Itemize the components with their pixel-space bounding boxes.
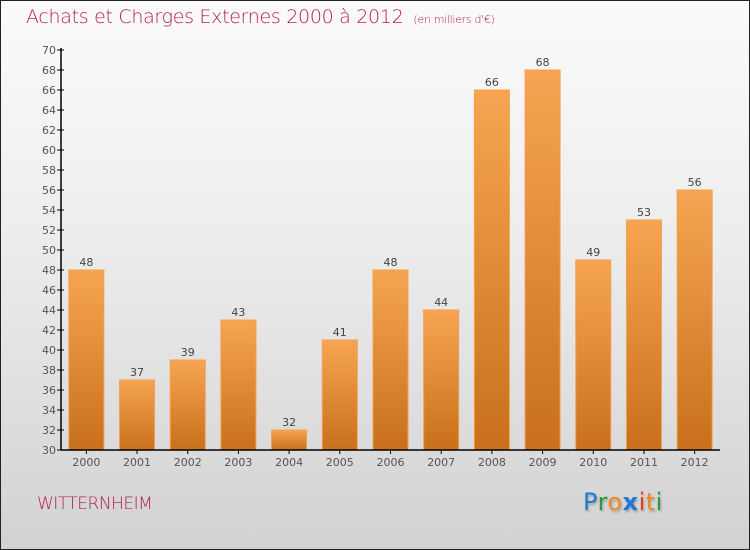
value-label-2011: 53	[637, 206, 651, 219]
x-tick-label-2006: 2006	[377, 456, 405, 469]
x-tick-label-2011: 2011	[630, 456, 658, 469]
y-tick-label-48: 48	[42, 264, 56, 277]
value-label-2002: 39	[181, 346, 195, 359]
value-label-2001: 37	[130, 366, 144, 379]
logo-letter: i	[655, 488, 663, 516]
x-tick-label-2004: 2004	[275, 456, 303, 469]
logo-letter: P	[583, 488, 598, 516]
y-tick-label-32: 32	[42, 424, 56, 437]
value-label-2000: 48	[79, 256, 93, 269]
value-label-2008: 66	[485, 76, 499, 89]
x-tick-label-2008: 2008	[478, 456, 506, 469]
x-tick-label-2009: 2009	[529, 456, 557, 469]
y-tick-label-42: 42	[42, 324, 56, 337]
bar-2003	[220, 319, 257, 451]
y-tick-label-44: 44	[42, 304, 56, 317]
bar-2006	[372, 269, 409, 451]
bar-2007	[423, 309, 460, 451]
y-tick-label-34: 34	[42, 404, 56, 417]
axes-group: 2000 2001 2002 2003 2004 2005 2006 2007 2008 2009…	[42, 44, 720, 469]
y-tick-label-62: 62	[42, 124, 56, 137]
x-tick-label-2005: 2005	[326, 456, 354, 469]
bar-2011	[625, 219, 662, 451]
y-tick-label-68: 68	[42, 64, 56, 77]
y-tick-label-36: 36	[42, 384, 56, 397]
logo-letter: o	[607, 488, 623, 516]
y-tick-label-60: 60	[42, 144, 56, 157]
logo-letter: r	[597, 488, 608, 516]
bars-group: 48 37 39 43 32 41 48 44 66 68 49 53 56	[68, 56, 713, 451]
bar-2009	[524, 69, 561, 451]
x-tick-label-2002: 2002	[174, 456, 202, 469]
y-tick-label-54: 54	[42, 204, 56, 217]
chart-title-text: Achats et Charges Externes 2000 à 2012	[26, 6, 404, 28]
logo-letter: t	[645, 488, 656, 516]
y-tick-label-38: 38	[42, 364, 56, 377]
chart-title: Achats et Charges Externes 2000 à 2012 (e…	[26, 6, 495, 28]
bar-2008	[473, 89, 510, 451]
value-label-2005: 41	[333, 326, 347, 339]
y-tick-label-56: 56	[42, 184, 56, 197]
y-tick-label-52: 52	[42, 224, 56, 237]
value-label-2012: 56	[688, 176, 702, 189]
x-tick-label-2000: 2000	[72, 456, 100, 469]
bar-2001	[119, 379, 156, 451]
y-tick-label-64: 64	[42, 104, 56, 117]
x-tick-label-2010: 2010	[579, 456, 607, 469]
value-label-2010: 49	[586, 246, 600, 259]
y-tick-label-46: 46	[42, 284, 56, 297]
y-tick-label-58: 58	[42, 164, 56, 177]
bar-2005	[321, 339, 358, 451]
y-tick-label-30: 30	[42, 444, 56, 457]
bar-2004	[271, 429, 308, 451]
y-tick-label-50: 50	[42, 244, 56, 257]
value-label-2004: 32	[282, 416, 296, 429]
value-label-2003: 43	[231, 306, 245, 319]
value-label-2007: 44	[434, 296, 448, 309]
y-tick-label-40: 40	[42, 344, 56, 357]
logo-letter: x	[622, 488, 639, 516]
y-tick-label-66: 66	[42, 84, 56, 97]
y-tick-label-70: 70	[42, 44, 56, 57]
bar-2010	[575, 259, 612, 451]
proxiti-logo[interactable]: Proxiti	[583, 488, 663, 516]
value-label-2006: 48	[384, 256, 398, 269]
commune-name: WITTERNHEIM	[37, 494, 153, 514]
logo-letter: i	[638, 488, 646, 516]
value-label-2009: 68	[536, 56, 550, 69]
bar-2002	[169, 359, 206, 451]
x-tick-label-2012: 2012	[681, 456, 709, 469]
x-tick-label-2001: 2001	[123, 456, 151, 469]
bar-2000	[68, 269, 105, 451]
x-tick-label-2003: 2003	[224, 456, 252, 469]
chart-subtitle: (en milliers d'€)	[413, 13, 495, 26]
x-tick-label-2007: 2007	[427, 456, 455, 469]
bar-2012	[676, 189, 713, 451]
